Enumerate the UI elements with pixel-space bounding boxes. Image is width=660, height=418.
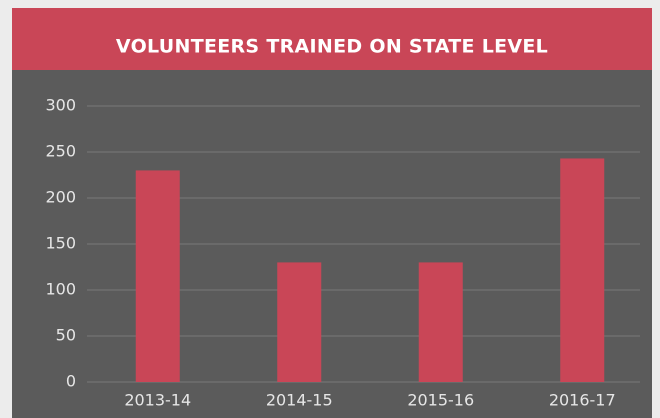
y-tick-label: 250 bbox=[45, 142, 76, 161]
x-tick-label: 2016-17 bbox=[549, 391, 616, 410]
header-band bbox=[12, 8, 652, 70]
y-tick-label: 100 bbox=[45, 280, 76, 299]
x-tick-label: 2013-14 bbox=[124, 391, 191, 410]
bar bbox=[135, 170, 180, 382]
bar bbox=[560, 158, 605, 382]
y-tick-label: 150 bbox=[45, 234, 76, 253]
y-tick-label: 0 bbox=[66, 372, 76, 391]
y-tick-label: 50 bbox=[56, 326, 76, 345]
x-tick-label: 2015-16 bbox=[407, 391, 474, 410]
chart-title: VOLUNTEERS TRAINED ON STATE LEVEL bbox=[116, 36, 548, 58]
bar bbox=[418, 262, 463, 382]
y-tick-label: 200 bbox=[45, 188, 76, 207]
x-tick-label: 2014-15 bbox=[266, 391, 333, 410]
bar bbox=[277, 262, 322, 382]
y-tick-label: 300 bbox=[45, 96, 76, 115]
